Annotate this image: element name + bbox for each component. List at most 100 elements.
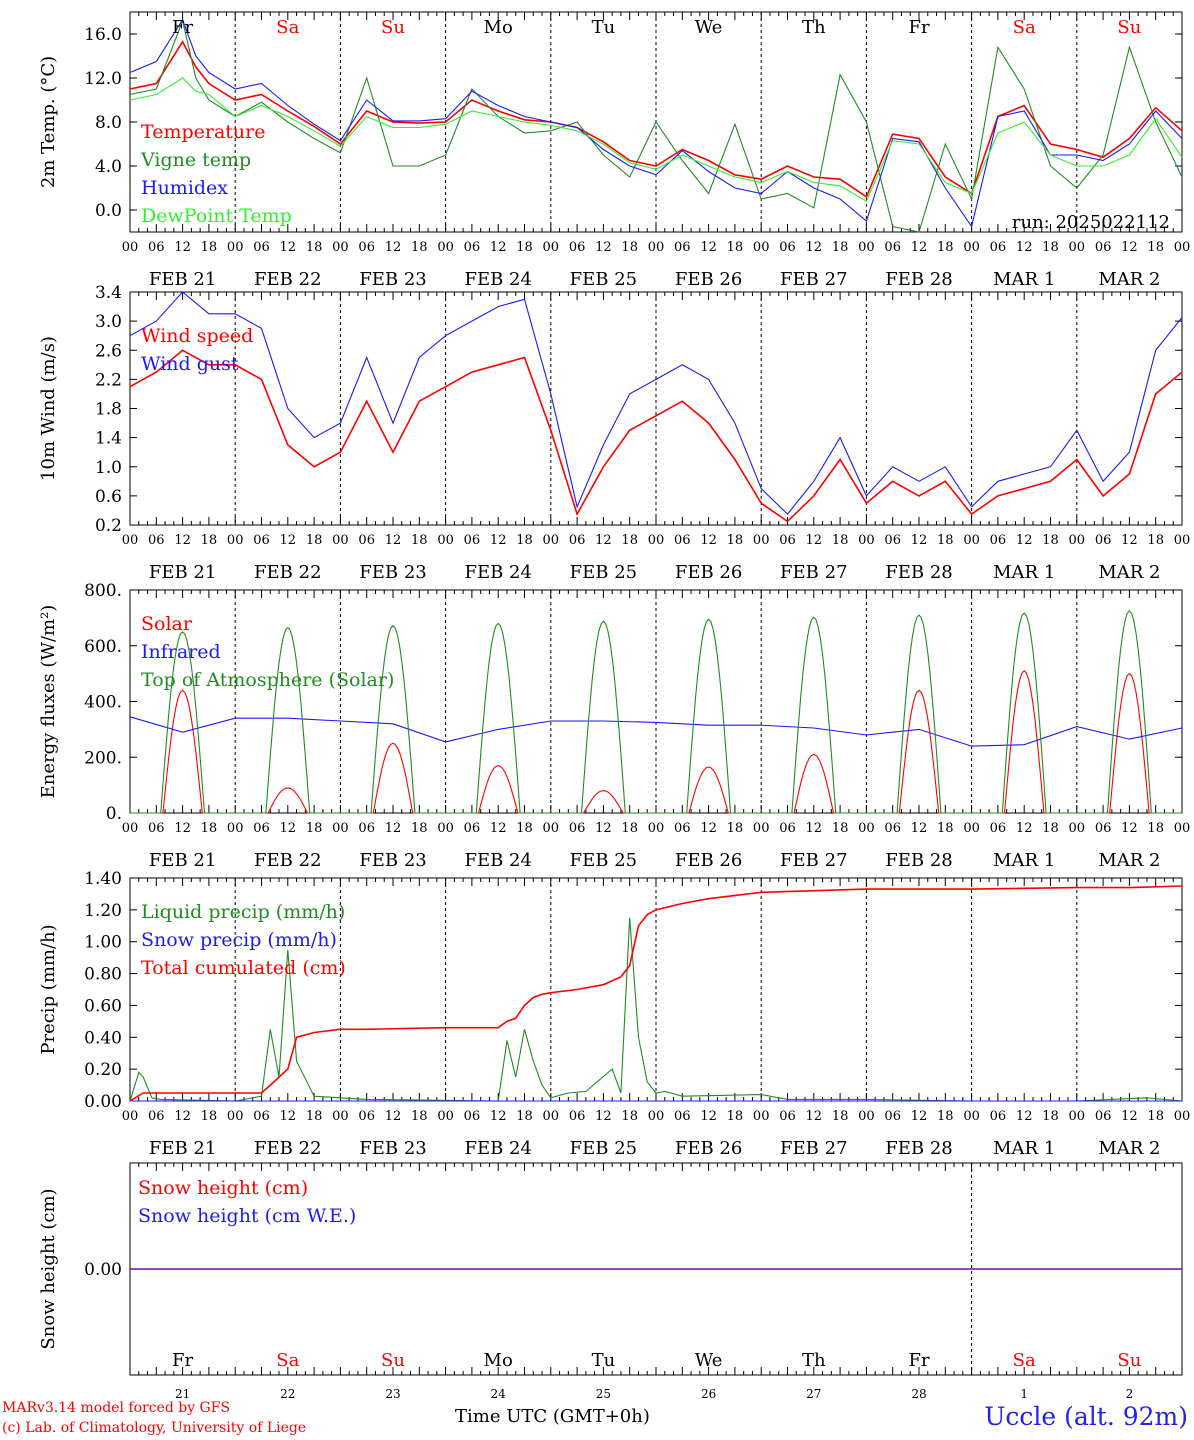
hour-tick-label: 06 (1095, 1109, 1112, 1124)
hour-tick-label: 12 (700, 821, 717, 836)
day-name-top: Tu (592, 17, 616, 38)
series-humidex (129, 18, 1183, 228)
hour-tick-label: 00 (1174, 1109, 1191, 1124)
hour-tick-label: 00 (543, 1109, 560, 1124)
date-label: MAR 2 (1098, 562, 1160, 583)
y-tick-label: 1.00 (84, 933, 122, 953)
hour-tick-label: 12 (490, 533, 507, 548)
hour-tick-label: 12 (911, 533, 928, 548)
hour-tick-label: 06 (569, 533, 586, 548)
day-name-top: Mo (484, 17, 513, 38)
series-total-cumulated-cm- (129, 885, 1183, 1102)
series-top-of-atmosphere-solar- (130, 610, 1182, 814)
date-label: FEB 22 (254, 850, 321, 871)
hour-tick-label: 06 (779, 533, 796, 548)
hour-tick-label: 18 (937, 533, 954, 548)
date-label: FEB 26 (675, 269, 742, 290)
hour-tick-label: 18 (306, 821, 323, 836)
y-tick-label: 0.20 (84, 1060, 122, 1080)
series-wind-speed (129, 349, 1183, 523)
hour-tick-label: 12 (806, 821, 823, 836)
legend-entry: Wind speed (141, 325, 253, 347)
hour-tick-label: 06 (148, 821, 165, 836)
legend-entry: Snow precip (mm/h) (141, 929, 337, 951)
day-name-top: We (695, 17, 723, 38)
y-tick-label: 800. (84, 581, 122, 601)
hour-tick-label: 00 (1069, 240, 1086, 255)
hour-tick-label: 00 (122, 1109, 139, 1124)
date-label: FEB 26 (675, 1138, 742, 1159)
hour-tick-label: 12 (174, 533, 191, 548)
hour-tick-label: 12 (1016, 533, 1033, 548)
legend-entry: Top of Atmosphere (Solar) (141, 669, 394, 691)
y-tick-label: 1.8 (95, 400, 122, 420)
hour-tick-label: 18 (937, 1109, 954, 1124)
hour-tick-label: 00 (858, 1109, 875, 1124)
date-label: FEB 21 (149, 562, 216, 583)
y-tick-label: 1.40 (84, 869, 122, 889)
day-name-bottom: Sa (1013, 1350, 1036, 1371)
hour-tick-label: 12 (911, 821, 928, 836)
hour-tick-label: 00 (648, 1109, 665, 1124)
date-label: MAR 1 (993, 562, 1055, 583)
y-axis-label: 2m Temp. (°C) (38, 56, 59, 188)
day-name-bottom: Sa (276, 1350, 299, 1371)
hour-tick-label: 06 (990, 240, 1007, 255)
y-tick-label: 8.0 (95, 113, 122, 133)
hour-tick-label: 06 (148, 533, 165, 548)
hour-tick-label: 12 (385, 240, 402, 255)
hour-tick-label: 12 (595, 240, 612, 255)
hour-tick-label: 00 (753, 533, 770, 548)
hour-tick-label: 12 (806, 240, 823, 255)
hour-tick-label: 12 (700, 240, 717, 255)
date-label: MAR 1 (993, 1138, 1055, 1159)
y-tick-label: 1.0 (95, 458, 122, 478)
hour-tick-label: 18 (727, 821, 744, 836)
date-label: FEB 22 (254, 269, 321, 290)
y-axis-label: Energy fluxes (W/m²) (38, 605, 59, 799)
legend-entry: Infrared (141, 641, 221, 663)
hour-tick-label: 06 (884, 821, 901, 836)
y-tick-label: 12.0 (84, 69, 122, 89)
hour-tick-label: 06 (464, 533, 481, 548)
hour-tick-label: 00 (437, 533, 454, 548)
y-tick-label: 0. (106, 804, 122, 824)
hour-tick-label: 12 (174, 1109, 191, 1124)
y-tick-label: 0.60 (84, 996, 122, 1016)
hour-tick-label: 00 (858, 240, 875, 255)
y-tick-label: 200. (84, 748, 122, 768)
hour-tick-label: 18 (201, 821, 218, 836)
hour-tick-label: 06 (358, 533, 375, 548)
hour-tick-label: 18 (516, 1109, 533, 1124)
day-name-bottom: Su (381, 1350, 405, 1371)
hour-tick-label: 00 (332, 821, 349, 836)
date-label: FEB 23 (359, 562, 426, 583)
hour-tick-label: 12 (385, 1109, 402, 1124)
hour-tick-label: 18 (1042, 1109, 1059, 1124)
legend-entry: Vigne temp (140, 149, 251, 171)
hour-tick-label: 12 (280, 821, 297, 836)
hour-tick-label: 06 (464, 1109, 481, 1124)
hour-tick-label: 06 (674, 821, 691, 836)
hour-tick-label: 18 (201, 240, 218, 255)
y-tick-label: 3.0 (95, 312, 122, 332)
hour-tick-label: 00 (543, 533, 560, 548)
hour-tick-label: 00 (963, 821, 980, 836)
hour-tick-label: 12 (280, 533, 297, 548)
date-label: FEB 23 (359, 850, 426, 871)
y-tick-label: 2.6 (95, 341, 122, 361)
day-name-bottom: Tu (592, 1350, 616, 1371)
date-label: FEB 23 (359, 1138, 426, 1159)
hour-tick-label: 00 (648, 821, 665, 836)
day-number: 28 (911, 1387, 926, 1401)
series-temperature (129, 40, 1183, 199)
date-label: FEB 27 (780, 850, 847, 871)
hour-tick-label: 00 (227, 1109, 244, 1124)
hour-tick-label: 06 (253, 533, 270, 548)
y-axis-label: 10m Wind (m/s) (38, 336, 59, 481)
hour-tick-label: 06 (779, 240, 796, 255)
credit-line-2: (c) Lab. of Climatology, University of L… (2, 1420, 307, 1436)
hour-tick-label: 00 (1174, 821, 1191, 836)
hour-tick-label: 06 (779, 1109, 796, 1124)
hour-tick-label: 18 (1147, 1109, 1164, 1124)
